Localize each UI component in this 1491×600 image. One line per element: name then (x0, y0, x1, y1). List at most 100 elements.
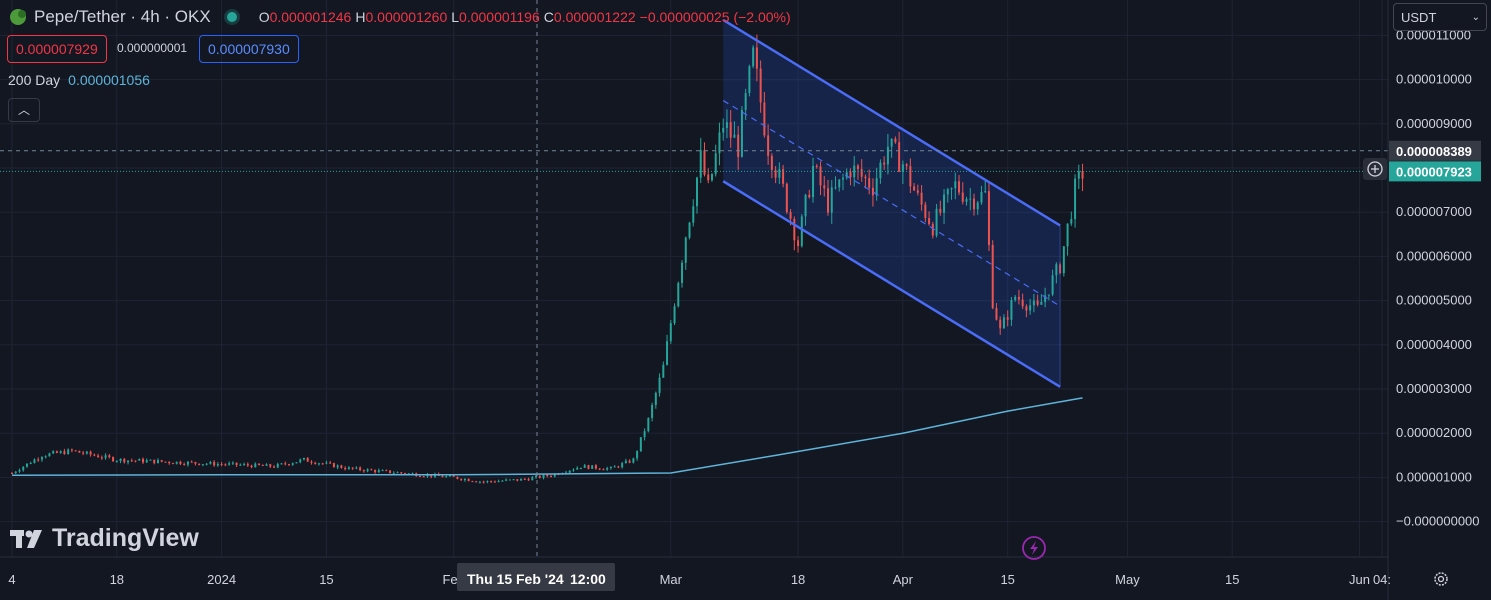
candle (33, 458, 36, 464)
candle (1070, 211, 1073, 226)
candle (950, 187, 953, 200)
candle (935, 203, 938, 238)
candle (347, 466, 350, 470)
candle (755, 34, 758, 82)
indicator-value: 0.000001056 (68, 72, 150, 88)
candle (478, 481, 481, 484)
candle (928, 211, 931, 226)
candle (377, 468, 380, 473)
candle-body (362, 470, 365, 472)
candle (78, 450, 81, 453)
indicator-legend[interactable]: 200 Day 0.000001056 (8, 72, 150, 88)
candle-body (684, 237, 687, 263)
candle-body (381, 470, 384, 472)
candle-body (710, 173, 713, 181)
candle (145, 458, 148, 463)
candle (205, 462, 208, 466)
crosshair-time-text: 12:00 (570, 571, 606, 587)
candle (250, 464, 253, 469)
candle (617, 465, 620, 469)
candle (538, 475, 541, 479)
candle-body (621, 463, 624, 468)
candle-body (235, 462, 238, 466)
candle (1006, 310, 1009, 327)
candle (647, 417, 650, 433)
close-value: 0.000001222 (553, 9, 636, 25)
candle (733, 121, 736, 138)
candle (1077, 164, 1080, 189)
x-tick-label: 15 (319, 572, 333, 587)
candle (602, 468, 605, 471)
candle-body (145, 460, 148, 463)
candle (389, 470, 392, 474)
candle-body (404, 473, 407, 475)
price-axis-panel (1388, 0, 1491, 600)
candle (355, 466, 358, 470)
candle-body (452, 475, 455, 477)
candle (40, 456, 43, 462)
sell-button[interactable]: 0.000007929 (7, 35, 107, 63)
candle (707, 168, 710, 184)
candle (909, 158, 912, 194)
candle-body (729, 122, 732, 138)
candle-body (856, 165, 859, 170)
candle-body (486, 481, 489, 483)
candle-body (359, 467, 362, 471)
candle-body (258, 463, 261, 466)
lightning-event-icon[interactable] (1022, 536, 1046, 560)
candle (845, 168, 848, 180)
candle-body (160, 460, 163, 462)
y-tick-label: 0.000003000 (1396, 381, 1472, 396)
candle-body (67, 449, 70, 455)
collapse-legend-button[interactable]: ︿ (8, 98, 40, 122)
candle (85, 450, 88, 455)
candle (59, 450, 62, 454)
candle-body (838, 179, 841, 188)
candle (898, 131, 901, 173)
candle (295, 462, 298, 464)
candle (572, 468, 575, 472)
candle (325, 460, 328, 465)
add-alert-plus-icon[interactable] (1363, 158, 1387, 180)
candle-body (482, 481, 485, 483)
candle-body (130, 460, 133, 462)
x-tick-label: 04: (1373, 572, 1391, 587)
candle-body (965, 199, 968, 202)
candle-body (583, 465, 586, 468)
candle-body (980, 191, 983, 203)
crosshair-time-bg (457, 563, 615, 591)
candle (243, 462, 246, 466)
candle (838, 179, 841, 192)
candle-body (535, 475, 538, 478)
buy-button[interactable]: 0.000007930 (199, 35, 299, 63)
candle-body (108, 455, 111, 458)
candle (123, 458, 126, 464)
candle (508, 479, 511, 481)
candle (374, 469, 377, 474)
candle (943, 189, 946, 224)
candle-body (984, 191, 987, 193)
candle (621, 461, 624, 469)
candle-body (471, 481, 474, 483)
symbol-title[interactable]: Pepe/Tether · 4h · OKX (34, 7, 211, 26)
candle (422, 475, 425, 478)
open-value: 0.000001246 (269, 9, 352, 25)
chevron-down-icon: ⌄ (1471, 12, 1480, 23)
candle-body (70, 449, 73, 451)
candle-body (347, 467, 350, 470)
y-tick-label: 0.000011000 (1396, 27, 1471, 42)
candle-body (385, 470, 388, 472)
candle (445, 475, 448, 478)
candle (115, 460, 118, 463)
candle (52, 450, 55, 454)
candle-body (789, 211, 792, 219)
candle (632, 457, 635, 464)
candle-body (1040, 301, 1043, 305)
candle (220, 462, 223, 467)
candle (287, 463, 290, 466)
y-tick-label: 0.000009000 (1396, 116, 1472, 131)
currency-select[interactable]: USDT ⌄ (1393, 3, 1487, 31)
candle (1055, 262, 1058, 284)
gear-icon[interactable] (1434, 572, 1448, 586)
